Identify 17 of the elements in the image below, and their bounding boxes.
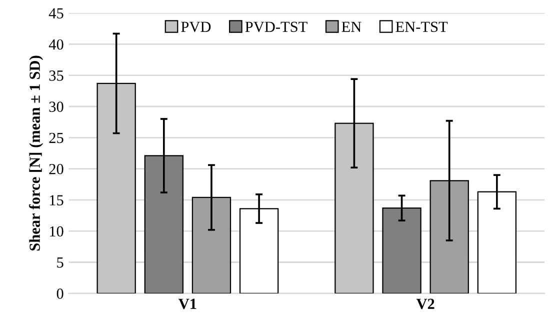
y-tick-label: 35 — [49, 70, 64, 81]
y-tick-label: 20 — [49, 164, 64, 174]
y-axis-title: Shear force [N] (mean ± 1 SD) — [29, 56, 44, 251]
y-tick-label: 25 — [49, 132, 64, 144]
y-tick-label: 10 — [50, 226, 64, 237]
legend-label: EN-TST — [396, 22, 448, 32]
x-tick-label: V1 — [178, 298, 196, 310]
y-tick-label: 15 — [50, 195, 64, 206]
y-tick-label: 40 — [48, 39, 64, 50]
y-tick-label: 0 — [56, 288, 64, 299]
legend-label: PVD-TST — [245, 22, 308, 32]
legend-label: PVD — [181, 22, 211, 32]
y-tick-label: 45 — [48, 8, 64, 18]
legend-label: EN — [342, 22, 362, 32]
x-tick-label: V2 — [416, 298, 434, 310]
y-tick-label: 5 — [57, 258, 64, 268]
y-tick-label: 30 — [49, 102, 64, 112]
